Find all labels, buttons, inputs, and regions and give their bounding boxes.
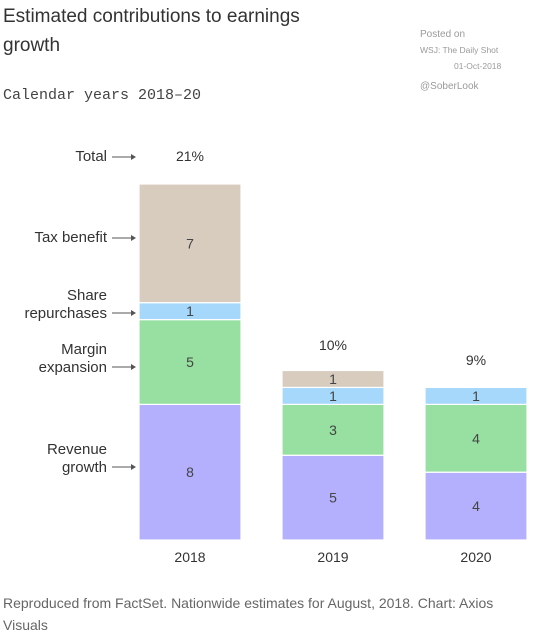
data-label-margin-expansion-2020: 4 (472, 430, 480, 446)
legend-tax-benefit-arrow-head (131, 235, 136, 241)
legend-share-repurchases-arrow-head (131, 310, 136, 316)
data-label-revenue-growth-2019: 5 (329, 490, 337, 506)
total-label-2019: 10% (319, 337, 347, 353)
legend-revenue-growth-line-2: growth (62, 459, 107, 476)
legend-share-repurchases-line-2: repurchases (24, 305, 107, 322)
legend-tax-benefit: Tax benefit (34, 229, 107, 246)
data-label-margin-expansion-2018: 5 (186, 354, 194, 370)
watermark-posted-on: Posted on (420, 29, 466, 40)
chart-title: Estimated contributions to earnings grow… (3, 6, 300, 56)
legend-total-label: Total (75, 148, 107, 165)
data-label-margin-expansion-2019: 3 (329, 422, 337, 438)
legend-revenue-growth-arrow-head (131, 464, 136, 470)
data-label-share-repurchases-2019: 1 (329, 388, 337, 404)
legend-share-repurchases-line-1: Share (67, 287, 107, 304)
total-label-2020: 9% (466, 352, 486, 368)
data-label-share-repurchases-2020: 1 (472, 388, 480, 404)
bar-segment-share-repurchases-2020 (424, 386, 528, 405)
legend-margin-expansion-line-2: expansion (39, 359, 107, 376)
watermark-source: WSJ: The Daily Shot (420, 45, 499, 55)
chart-subtitle: Calendar years 2018–20 (3, 87, 202, 104)
watermark-handle: @SoberLook (420, 81, 479, 92)
x-tick-label-2020: 2020 (460, 549, 491, 565)
source-note: Reproduced from FactSet. Nationwide esti… (3, 595, 494, 633)
data-label-tax-benefit-2018: 7 (186, 235, 194, 251)
data-label-revenue-growth-2020: 4 (472, 498, 480, 514)
total-label-2018: 21% (176, 148, 204, 164)
data-label-share-repurchases-2018: 1 (186, 303, 194, 319)
legend-total-arrow-head (131, 154, 136, 160)
data-label-tax-benefit-2019: 1 (329, 371, 337, 387)
data-label-revenue-growth-2018: 8 (186, 464, 194, 480)
x-tick-label-2018: 2018 (174, 549, 205, 565)
legend-margin-expansion-line-1: Margin (61, 341, 107, 358)
bar-segment-margin-expansion-2020 (424, 403, 528, 473)
stacked-bar-chart: 8517201853112019441202021%10%9%TotalReve… (24, 148, 528, 565)
legend-margin-expansion-arrow-head (131, 364, 136, 370)
bar-segment-margin-expansion-2018 (138, 319, 242, 405)
bar-segment-tax-benefit-2019 (281, 369, 385, 389)
x-tick-label-2019: 2019 (317, 549, 348, 565)
watermark-date: 01-Oct-2018 (454, 61, 502, 71)
bar-segment-tax-benefit-2018 (138, 183, 242, 304)
legend-revenue-growth-line-1: Revenue (47, 441, 107, 458)
